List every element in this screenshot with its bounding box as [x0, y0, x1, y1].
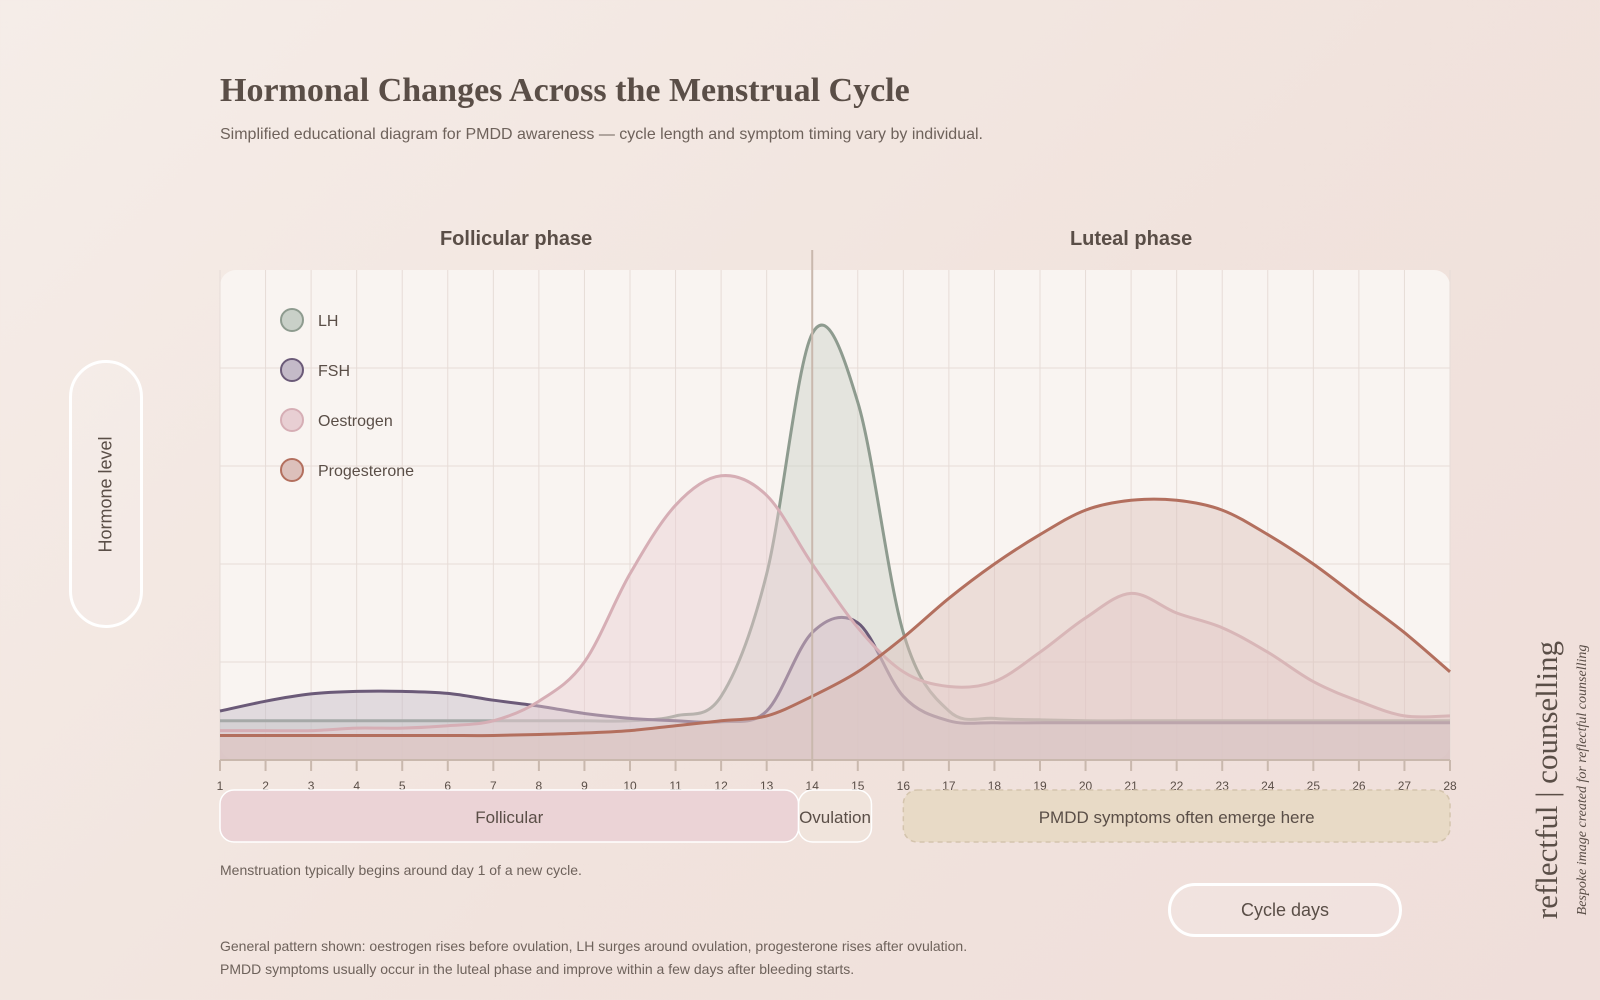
x-tick-label: 5	[399, 779, 406, 793]
x-tick-label: 28	[1443, 779, 1457, 793]
x-tick-label: 3	[308, 779, 315, 793]
fsh-line	[219, 615, 1450, 725]
x-tick-label: 6	[444, 779, 451, 793]
x-tick-label: 8	[536, 779, 543, 793]
x-tick-label: 2	[262, 779, 269, 793]
oestrogen-area	[220, 475, 1450, 760]
legend-label: Oestrogen	[318, 413, 393, 430]
progesterone-area	[220, 499, 1450, 760]
legend-label: LH	[318, 313, 338, 330]
legend-swatch	[280, 358, 304, 382]
summary-line-1: General pattern shown: oestrogen rises b…	[220, 938, 968, 954]
brand-block: reflectful | counselling Bespoke image c…	[1512, 620, 1600, 940]
oestrogen-line	[220, 474, 1451, 733]
lh-area	[220, 325, 1450, 760]
page-subtitle: Simplified educational diagram for PMDD …	[220, 126, 983, 143]
phase-band	[902, 789, 1451, 843]
phase-label: Luteal phase	[1070, 228, 1192, 250]
menstruation-note: Menstruation typically begins around day…	[220, 862, 582, 878]
page-title: Hormonal Changes Across the Menstrual Cy…	[220, 72, 910, 109]
x-tick-label: 1	[217, 779, 224, 793]
legend-label: Progesterone	[318, 463, 414, 480]
lh-line	[219, 323, 1450, 723]
legend-swatch	[280, 408, 304, 432]
phase-band-label: Ovulation	[799, 808, 871, 827]
x-tick-label: 4	[353, 779, 360, 793]
progesterone-line	[219, 497, 1451, 738]
legend: LH FSH Oestrogen Progesterone	[280, 308, 414, 482]
phase-band-label: Follicular	[475, 808, 543, 827]
legend-swatch	[280, 458, 304, 482]
x-tick-label: 7	[490, 779, 497, 793]
x-tick-label: 9	[581, 779, 588, 793]
phase-band	[797, 789, 873, 843]
fsh-area	[220, 617, 1450, 760]
legend-swatch	[280, 308, 304, 332]
phase-band-label: PMDD symptoms often emerge here	[1039, 808, 1315, 827]
x-axis-label-pill: Cycle days	[1168, 883, 1402, 937]
y-axis-label-pill: Hormone level	[69, 360, 143, 628]
brand-name: reflectful | counselling	[1529, 640, 1564, 920]
brand-tagline: Bespoke image created for reflectful cou…	[1575, 644, 1590, 916]
plot-area	[220, 270, 1450, 760]
summary-line-2: PMDD symptoms usually occur in the lutea…	[220, 961, 855, 977]
x-axis-label: Cycle days	[1240, 899, 1330, 920]
legend-label: FSH	[318, 363, 350, 380]
phase-label: Follicular phase	[440, 228, 592, 250]
x-tick-label: 16	[897, 779, 911, 793]
